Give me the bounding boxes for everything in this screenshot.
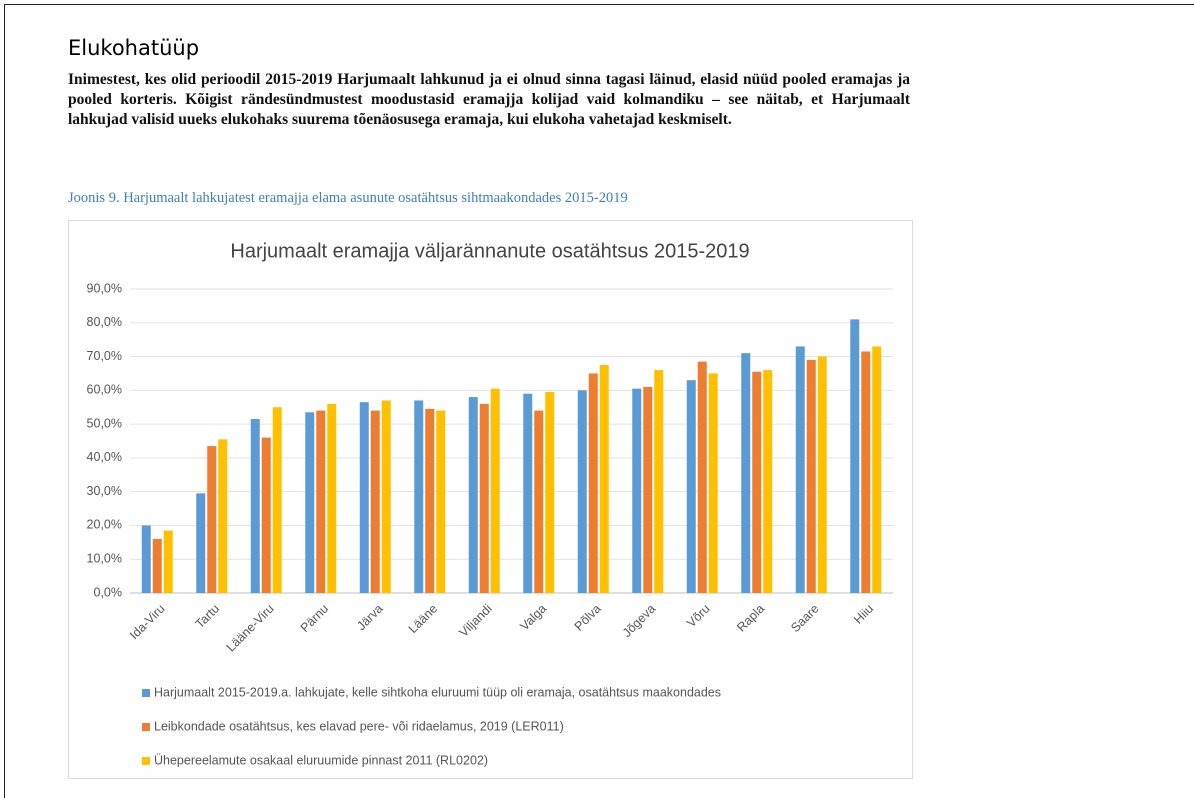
heading: Elukohatüüp [68, 36, 200, 60]
bar [207, 446, 217, 593]
bar [686, 380, 696, 593]
y-tick-label: 10,0% [87, 552, 122, 566]
y-tick-label: 40,0% [87, 450, 122, 464]
bar [425, 408, 435, 593]
bar [479, 403, 489, 593]
legend-swatch [142, 723, 150, 731]
y-tick-label: 60,0% [87, 383, 122, 397]
bar [534, 410, 544, 593]
bar [218, 439, 228, 593]
legend-label: Harjumaalt 2015-2019.a. lahkujate, kelle… [154, 685, 721, 699]
bar [545, 392, 555, 593]
bar [327, 403, 337, 593]
legend-swatch [142, 689, 150, 697]
y-tick-label: 80,0% [87, 315, 122, 329]
bar [752, 371, 762, 593]
bar [370, 410, 380, 593]
bar [872, 346, 882, 593]
bar [305, 412, 315, 593]
bar [163, 530, 173, 593]
bar [381, 400, 391, 593]
bar [261, 437, 271, 593]
y-tick-label: 0,0% [94, 585, 123, 599]
bar [588, 373, 598, 593]
bar [632, 388, 642, 593]
bar [523, 393, 533, 593]
bar [196, 493, 206, 593]
bar [250, 419, 260, 593]
bar [795, 346, 805, 593]
figure-caption: Joonis 9. Harjumaalt lahkujatest eramajj… [68, 190, 628, 206]
bar [763, 370, 773, 593]
y-tick-label: 20,0% [87, 518, 122, 532]
bar [708, 373, 718, 593]
bar [468, 397, 478, 593]
bar [741, 353, 751, 593]
legend-label: Ühepereelamute osakaal eluruumide pinnas… [154, 753, 488, 767]
bar [490, 388, 500, 593]
bar [316, 410, 326, 593]
frame [4, 4, 1194, 798]
y-tick-label: 90,0% [87, 281, 122, 295]
bar [577, 390, 587, 593]
bar [697, 361, 707, 593]
bar [414, 400, 424, 593]
bar [861, 351, 871, 593]
bar [817, 356, 827, 593]
bar [272, 407, 282, 593]
y-tick-label: 70,0% [87, 349, 122, 363]
bar [359, 402, 369, 593]
bar [599, 365, 609, 593]
chart-title: Harjumaalt eramajja väljarännanute osatä… [230, 240, 749, 262]
bar [436, 410, 446, 593]
bar [141, 525, 151, 593]
chart: Harjumaalt eramajja väljarännanute osatä… [68, 220, 913, 779]
paragraph: Inimestest, kes olid perioodil 2015-2019… [68, 71, 910, 128]
bar [806, 359, 816, 593]
bar [152, 538, 162, 593]
bar [643, 386, 653, 593]
y-tick-label: 50,0% [87, 416, 122, 430]
legend-swatch [142, 757, 150, 765]
y-tick-label: 30,0% [87, 484, 122, 498]
bar [654, 370, 664, 593]
bar [850, 319, 860, 593]
legend-label: Leibkondade osatähtsus, kes elavad pere-… [154, 719, 564, 733]
